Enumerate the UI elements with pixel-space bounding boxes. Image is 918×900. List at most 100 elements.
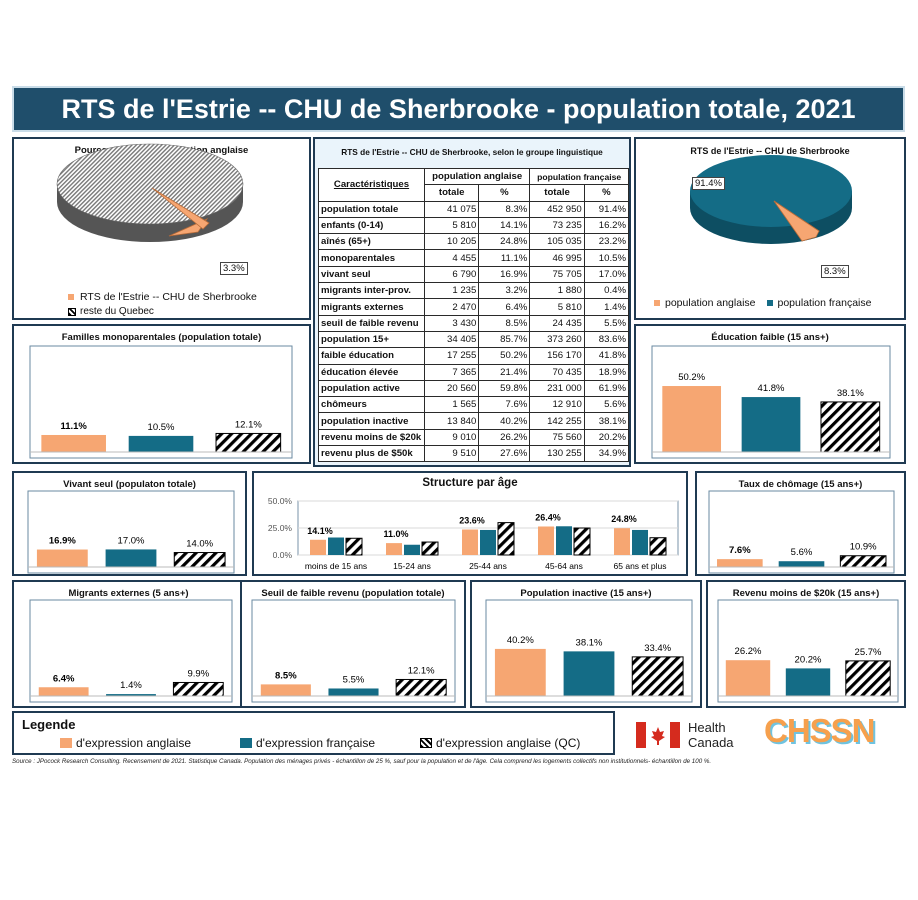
data-label: 23.6% — [459, 516, 485, 526]
legend-label: d'expression anglaise (QC) — [436, 736, 581, 750]
cell-en-pct: 8.3% — [478, 200, 531, 218]
bar-chart-svg: 26.2% 20.2% 25.7% — [717, 599, 899, 703]
table-row: vivant seul 6 790 16.9% 75 705 17.0% — [318, 265, 630, 284]
cell-label: seuil de faible revenu — [318, 314, 425, 332]
table-row: population inactive 13 840 40.2% 142 255 38.… — [318, 412, 630, 430]
cell-fr-pct: 34.9% — [583, 445, 630, 463]
sub-header-pct: % — [583, 184, 630, 202]
legend-item-quebec: d'expression anglaise (QC) — [420, 736, 580, 750]
education-chart: 50.2% 41.8% 38.1% — [651, 345, 891, 459]
cell-fr-total: 231 000 — [529, 379, 585, 398]
bar-french — [328, 688, 379, 696]
table-row: migrants externes 2 470 6.4% 5 810 1.4% — [318, 298, 630, 316]
data-label: 50.2% — [678, 372, 705, 383]
cell-fr-pct: 5.6% — [583, 396, 630, 414]
bar-french — [328, 537, 344, 555]
data-label: 14.0% — [186, 539, 213, 550]
panel-structure-age: Structure par âge 0.0% 25.0% 50.0% 14.1% moi… — [252, 471, 688, 576]
chart-title: Vivant seul (populaton totale) — [63, 479, 196, 490]
cell-en-total: 20 560 — [423, 379, 480, 398]
cell-en-pct: 85.7% — [478, 330, 531, 349]
cell-label: population active — [318, 379, 425, 398]
migrants-chart: 6.4% 1.4% 9.9% — [29, 599, 233, 703]
cell-label: enfants (0-14) — [318, 216, 425, 235]
bar-chart-svg: 6.4% 1.4% 9.9% — [29, 599, 233, 703]
pie-slice-rts-sherbrooke-top — [151, 187, 210, 230]
faible-revenu-chart: 8.5% 5.5% 12.1% — [251, 599, 456, 703]
legend-swatch — [240, 738, 252, 748]
bar-quebec — [839, 555, 887, 568]
cell-fr-total: 105 035 — [529, 233, 585, 251]
cell-en-pct: 6.4% — [478, 298, 531, 316]
cell-label: population totale — [318, 200, 425, 218]
chart-title: Population inactive (15 ans+) — [520, 588, 652, 599]
pie-data-label: 3.3% — [220, 262, 248, 275]
legend-item-french: d'expression française — [240, 736, 375, 750]
bar-chart-svg: 40.2% 38.1% 33.4% — [485, 599, 693, 703]
revenu-20k-chart: 26.2% 20.2% 25.7% — [717, 599, 899, 703]
bar-quebec — [573, 527, 591, 556]
data-label: 20.2% — [795, 654, 822, 665]
bar-english — [36, 549, 88, 567]
x-tick-label: 15-24 ans — [393, 561, 431, 571]
chart-title: Seuil de faible revenu (population total… — [261, 588, 445, 599]
cell-en-pct: 3.2% — [478, 282, 531, 300]
legend-label: population française — [777, 297, 872, 309]
chssn-logo: CHSSN — [764, 712, 876, 749]
cell-fr-total: 70 435 — [529, 363, 585, 381]
bar-french — [563, 651, 615, 696]
data-label: 11.1% — [60, 421, 87, 432]
cell-label: éducation élevée — [318, 363, 425, 381]
table-row: enfants (0-14) 5 810 14.1% 73 235 16.2% — [318, 216, 630, 235]
chart-title: Familles monoparentales (population tota… — [61, 332, 262, 343]
chart-title: Revenu moins de $20k (15 ans+) — [732, 588, 880, 599]
pie-slice-population-francaise — [690, 155, 852, 227]
data-label: 11.0% — [383, 529, 408, 539]
cell-en-total: 10 205 — [423, 233, 480, 251]
pie-slice-population-anglaise-side — [773, 200, 820, 242]
table-row: chômeurs 1 565 7.6% 12 910 5.6% — [318, 396, 630, 414]
data-label: 40.2% — [507, 635, 534, 646]
legend-item-english: d'expression anglaise — [60, 736, 191, 750]
pie-slice-reste-du-quebec — [56, 143, 244, 225]
cell-fr-total: 12 910 — [529, 396, 585, 414]
bar-english — [662, 386, 722, 452]
cell-fr-total: 5 810 — [529, 298, 585, 316]
data-label: 26.4% — [535, 512, 561, 522]
cell-en-pct: 14.1% — [478, 216, 531, 235]
data-label: 24.8% — [611, 514, 637, 524]
cell-fr-total: 142 255 — [529, 412, 585, 430]
bar-french — [480, 529, 496, 555]
bar-french — [128, 435, 194, 452]
pie-legend: population anglaise population française — [654, 297, 871, 309]
bar-english — [462, 529, 478, 555]
table-row: population totale 41 075 8.3% 452 950 91.4% — [318, 200, 630, 218]
cell-en-pct: 7.6% — [478, 396, 531, 414]
cell-fr-total: 46 995 — [529, 249, 585, 267]
cell-fr-total: 73 235 — [529, 216, 585, 235]
cell-label: population 15+ — [318, 330, 425, 349]
cell-fr-pct: 10.5% — [583, 249, 630, 267]
pie-legend-quebec: reste du Quebec — [68, 306, 154, 317]
bar-quebec — [631, 656, 684, 697]
data-label: 38.1% — [576, 637, 603, 648]
cell-fr-pct: 5.5% — [583, 314, 630, 332]
bar-french — [105, 549, 157, 567]
cell-en-total: 13 840 — [423, 412, 480, 430]
cell-fr-pct: 23.2% — [583, 233, 630, 251]
cell-en-total: 1 565 — [423, 396, 480, 414]
sub-header-total: totale — [529, 184, 585, 202]
sub-header-total: totale — [423, 184, 480, 202]
bar-english — [260, 684, 311, 696]
bar-french — [556, 526, 572, 555]
bar-french — [106, 694, 156, 696]
cell-fr-pct: 17.0% — [583, 265, 630, 284]
bar-chart-svg: 7.6% 5.6% 10.9% — [708, 490, 895, 574]
age-chart-svg: 0.0% 25.0% 50.0% 14.1% moins de 15 ans 11.0% 1… — [268, 496, 679, 571]
table-row: revenu moins de $20k 9 010 26.2% 75 560 20.2… — [318, 428, 630, 447]
cell-label: migrants inter-prov. — [318, 282, 425, 300]
cell-label: faible éducation — [318, 347, 425, 365]
health-canada-logo: Health Canada — [636, 718, 746, 754]
table-row: seuil de faible revenu 3 430 8.5% 24 435 5.5… — [318, 314, 630, 332]
data-label: 41.8% — [758, 383, 785, 394]
